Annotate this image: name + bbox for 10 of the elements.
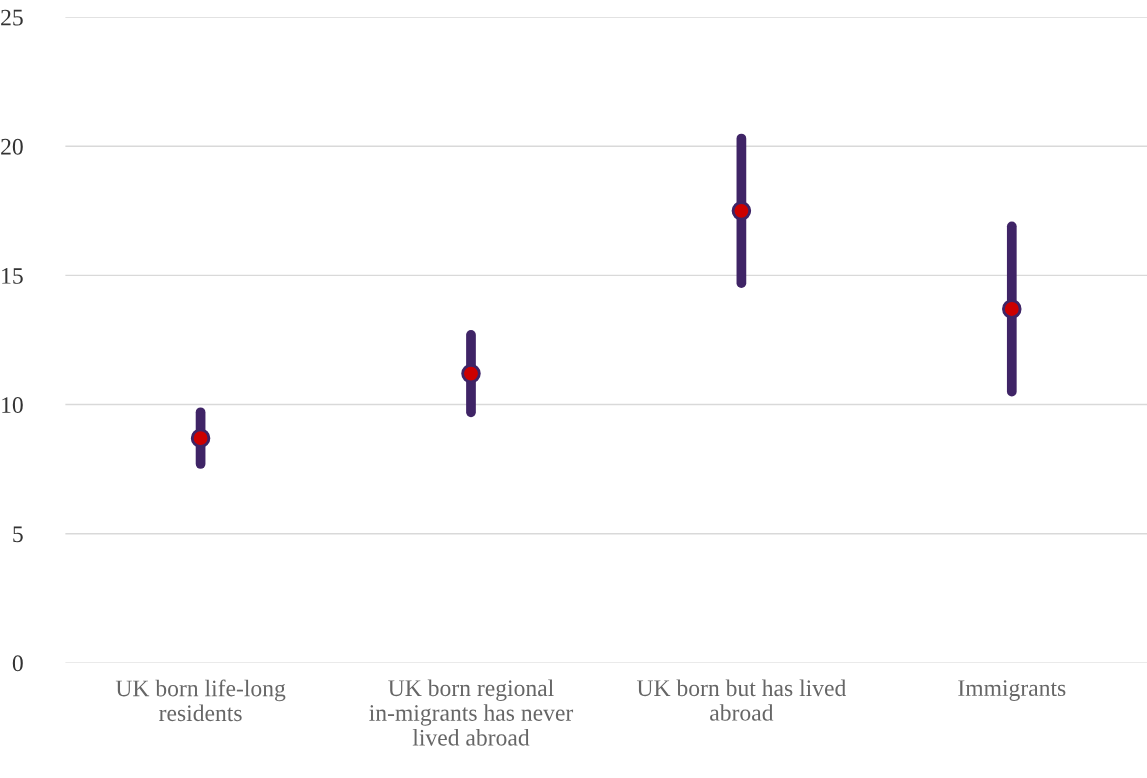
x-tick-label: UK born but has lived abroad <box>636 679 847 721</box>
x-tick-label: UK born regional in-migrants has never lived abroad <box>369 679 574 746</box>
x-tick-label: UK born life-long residents <box>115 679 286 722</box>
y-tick-label: 5 <box>13 526 23 543</box>
y-tick-label: 10 <box>2 397 23 413</box>
y-tick-label: 15 <box>2 268 23 284</box>
y-tick-label: 20 <box>1 138 23 155</box>
x-tick-label: Immigrants <box>958 680 1066 701</box>
y-tick-label: 25 <box>1 9 23 26</box>
y-tick-label: 0 <box>12 655 23 672</box>
